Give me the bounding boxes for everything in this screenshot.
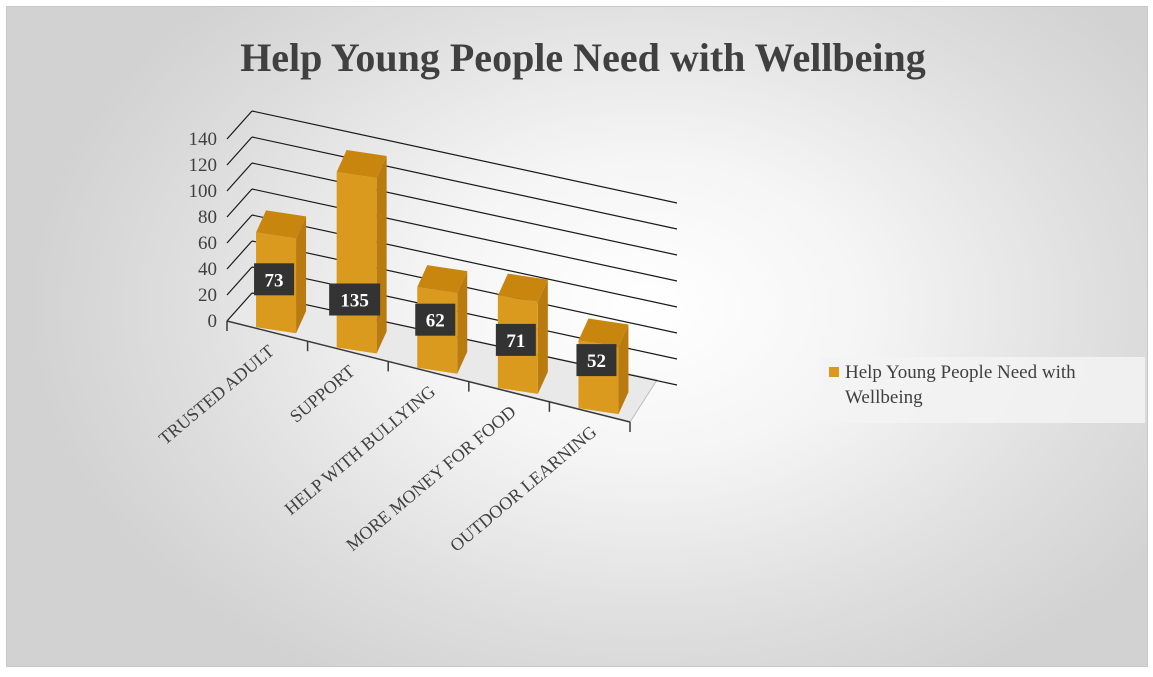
bar-top-face bbox=[417, 265, 468, 294]
bar-top-face bbox=[256, 210, 307, 239]
data-label-box bbox=[329, 283, 381, 316]
side-gridline bbox=[226, 188, 253, 218]
y-tick-label: 120 bbox=[189, 155, 218, 176]
side-gridline bbox=[226, 110, 253, 140]
data-label: 135 bbox=[340, 291, 369, 312]
bar-top-face bbox=[497, 273, 548, 302]
y-tick-label: 60 bbox=[198, 233, 217, 254]
bar-side-face bbox=[537, 279, 548, 394]
y-tick-label: 0 bbox=[208, 311, 218, 332]
bar-top-face bbox=[336, 150, 387, 178]
bar-3: 62 bbox=[415, 265, 468, 374]
chart-title: Help Young People Need with Wellbeing bbox=[240, 35, 926, 80]
side-gridline bbox=[226, 214, 253, 244]
category-label: TRUSTED ADULT bbox=[155, 341, 278, 449]
bar-4: 71 bbox=[495, 273, 548, 394]
category-label: MORE MONEY FOR FOOD bbox=[342, 401, 519, 554]
side-gridline bbox=[226, 136, 253, 166]
data-label: 52 bbox=[587, 351, 606, 372]
side-gridline bbox=[226, 162, 253, 192]
bar-front-face bbox=[336, 172, 377, 354]
legend: Help Young People Need with Wellbeing bbox=[820, 357, 1145, 423]
back-gridline bbox=[251, 136, 678, 230]
back-gridline bbox=[251, 162, 678, 256]
bar-side-face bbox=[376, 156, 387, 354]
bar-2: 135 bbox=[329, 150, 387, 354]
y-tick-label: 20 bbox=[198, 285, 217, 306]
back-gridline bbox=[251, 188, 678, 282]
data-label-box bbox=[254, 263, 295, 296]
chart-area: Help Young People Need with Wellbeing 0 2… bbox=[6, 6, 1148, 667]
side-gridline bbox=[226, 292, 253, 322]
bar-5: 52 bbox=[576, 318, 629, 415]
y-tick-label: 140 bbox=[189, 129, 218, 150]
back-gridline bbox=[251, 214, 678, 308]
legend-entry-line-2: Wellbeing bbox=[845, 387, 923, 408]
data-label-box bbox=[415, 303, 456, 336]
back-gridline bbox=[251, 110, 678, 204]
side-gridline bbox=[226, 266, 253, 296]
side-gridline bbox=[226, 240, 253, 270]
bar-side-face bbox=[296, 216, 307, 334]
y-tick-label: 100 bbox=[189, 181, 218, 202]
data-label: 73 bbox=[265, 270, 284, 291]
bar-side-face bbox=[618, 324, 629, 415]
bar-1: 73 bbox=[254, 210, 307, 334]
y-tick-label: 40 bbox=[198, 259, 217, 280]
x-axis-line bbox=[226, 320, 631, 423]
legend-entry-line-1: Help Young People Need with bbox=[845, 362, 1076, 383]
data-label-box bbox=[495, 323, 536, 356]
category-label: SUPPORT bbox=[286, 361, 359, 426]
legend-swatch bbox=[829, 367, 839, 377]
bar-top-face bbox=[578, 318, 629, 347]
data-label: 62 bbox=[426, 311, 445, 332]
y-tick-label: 80 bbox=[198, 207, 217, 228]
data-label-box bbox=[576, 344, 617, 377]
data-label: 71 bbox=[506, 331, 525, 352]
chart-svg: Help Young People Need with Wellbeing 0 2… bbox=[155, 35, 1145, 556]
bar-side-face bbox=[457, 271, 468, 374]
